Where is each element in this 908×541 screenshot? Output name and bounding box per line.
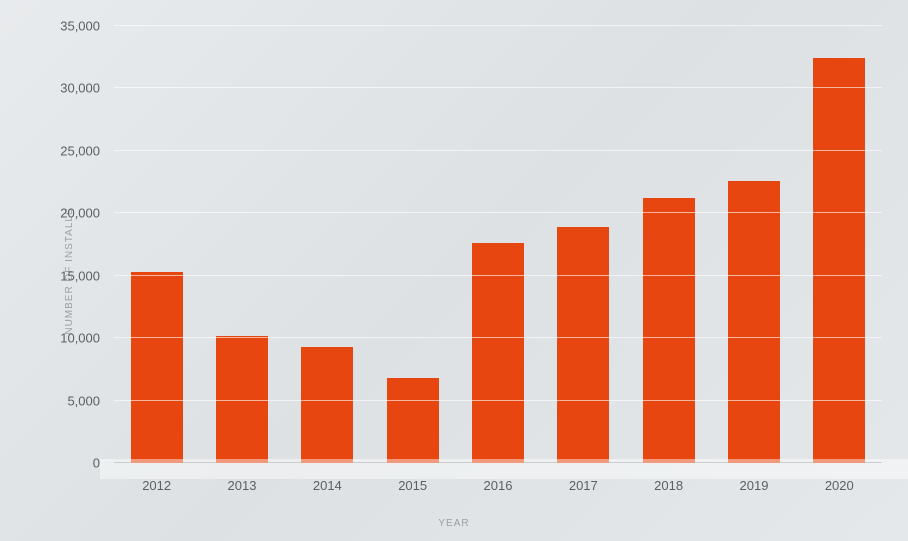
bar-slot bbox=[370, 26, 455, 463]
bar-slot bbox=[797, 26, 882, 463]
y-tick-label: 30,000 bbox=[44, 81, 100, 96]
y-tick-label: 5,000 bbox=[44, 393, 100, 408]
x-axis-label: YEAR bbox=[438, 518, 469, 529]
x-tick-label: 2013 bbox=[199, 478, 284, 493]
y-tick-label: 35,000 bbox=[44, 19, 100, 34]
x-tick-label: 2017 bbox=[541, 478, 626, 493]
bar-slot bbox=[626, 26, 711, 463]
bar-slot bbox=[285, 26, 370, 463]
gridline bbox=[114, 400, 882, 401]
bar-slot bbox=[541, 26, 626, 463]
gridline bbox=[114, 87, 882, 88]
bar-2012 bbox=[131, 272, 183, 463]
y-tick-label: 10,000 bbox=[44, 331, 100, 346]
gridline bbox=[114, 212, 882, 213]
x-tick-label: 2015 bbox=[370, 478, 455, 493]
gridline bbox=[114, 337, 882, 338]
x-tick-label: 2012 bbox=[114, 478, 199, 493]
gridline bbox=[114, 25, 882, 26]
plot-area: 05,00010,00015,00020,00025,00030,00035,0… bbox=[100, 26, 882, 463]
x-tick-label: 2016 bbox=[455, 478, 540, 493]
bar-2016 bbox=[472, 243, 524, 463]
x-tick-label: 2019 bbox=[711, 478, 796, 493]
gridline bbox=[114, 275, 882, 276]
bar-slot bbox=[114, 26, 199, 463]
x-tick-label: 2014 bbox=[285, 478, 370, 493]
bar-2020 bbox=[813, 58, 865, 463]
bar-slot bbox=[199, 26, 284, 463]
y-tick-label: 0 bbox=[44, 456, 100, 471]
bar-2018 bbox=[643, 198, 695, 463]
bar-slot bbox=[455, 26, 540, 463]
x-tick-label: 2018 bbox=[626, 478, 711, 493]
y-tick-label: 15,000 bbox=[44, 268, 100, 283]
y-tick-label: 20,000 bbox=[44, 206, 100, 221]
bar-2017 bbox=[557, 227, 609, 463]
installs-bar-chart: NUMBER OF INSTALLS 05,00010,00015,00020,… bbox=[0, 0, 908, 541]
footer-strip bbox=[100, 459, 908, 479]
gridline bbox=[114, 150, 882, 151]
bar-2015 bbox=[387, 378, 439, 463]
bar-2014 bbox=[301, 347, 353, 463]
x-tick-row: 201220132014201520162017201820192020 bbox=[114, 478, 882, 493]
bar-2019 bbox=[728, 181, 780, 463]
bar-slot bbox=[711, 26, 796, 463]
y-tick-label: 25,000 bbox=[44, 143, 100, 158]
x-tick-label: 2020 bbox=[797, 478, 882, 493]
bars-group bbox=[114, 26, 882, 463]
